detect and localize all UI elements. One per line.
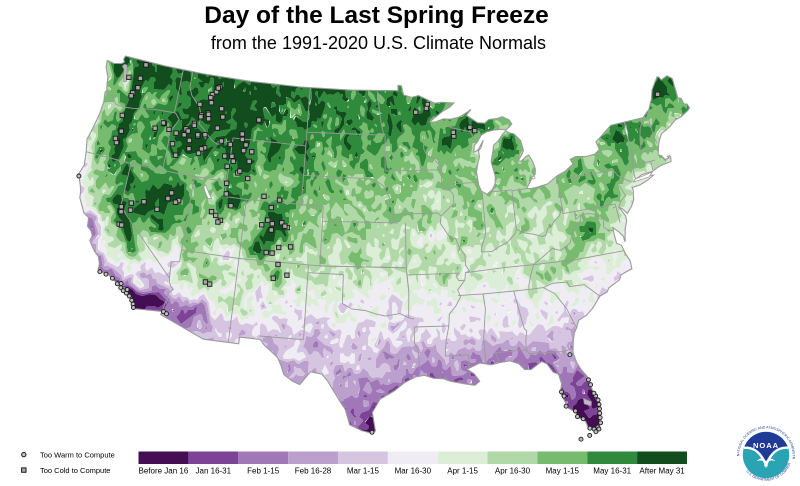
svg-text:May 16-31: May 16-31 [593,467,631,476]
svg-text:After May 31: After May 31 [639,467,685,476]
svg-text:May 1-15: May 1-15 [546,467,580,476]
svg-text:Mar 16-30: Mar 16-30 [395,467,432,476]
svg-text:Apr 16-30: Apr 16-30 [495,467,531,476]
svg-text:Too Cold to Compute: Too Cold to Compute [40,466,110,475]
svg-text:Jan 16-31: Jan 16-31 [196,467,232,476]
svg-text:Before Jan 16: Before Jan 16 [138,467,188,476]
svg-text:NOAA: NOAA [753,441,779,450]
svg-text:Mar 1-15: Mar 1-15 [347,467,380,476]
svg-text:Feb 16-28: Feb 16-28 [295,467,332,476]
svg-text:Apr 1-15: Apr 1-15 [447,467,478,476]
svg-text:Feb 1-15: Feb 1-15 [247,467,280,476]
svg-text:Too Warm to Compute: Too Warm to Compute [40,451,115,460]
